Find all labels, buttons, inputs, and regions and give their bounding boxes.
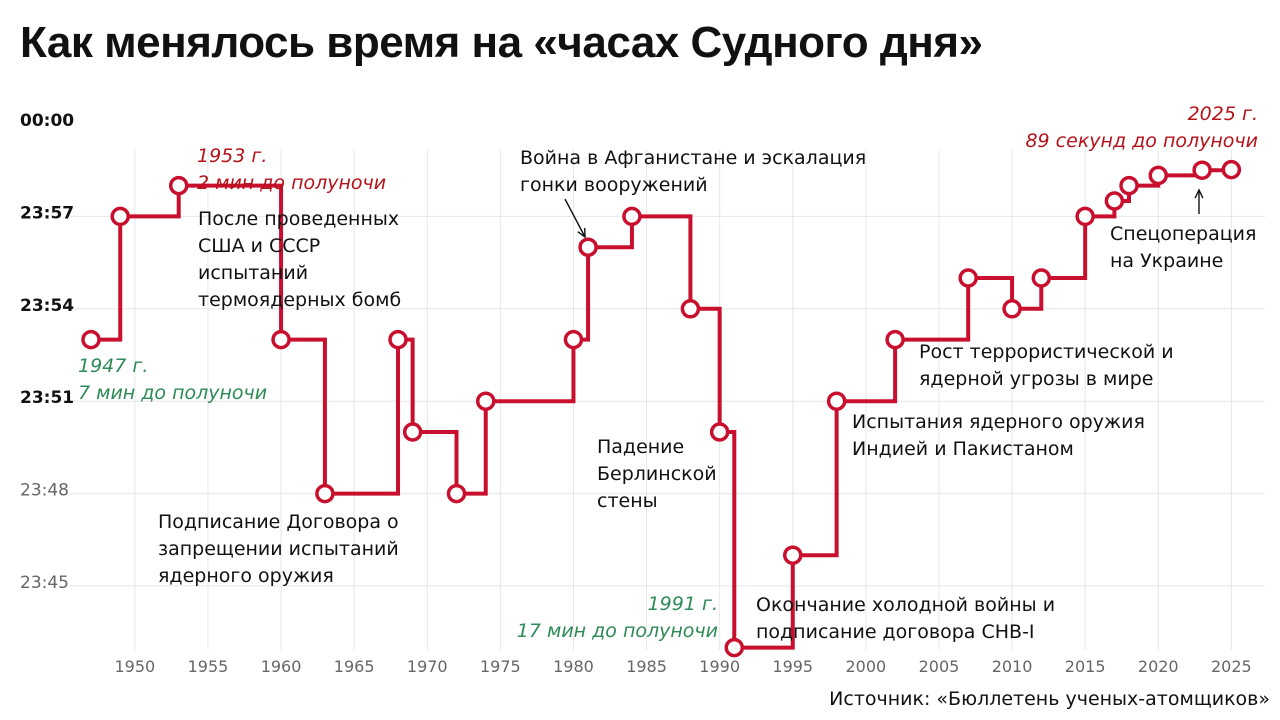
annotation-a1990: Падение Берлинской стены (597, 436, 717, 512)
data-point (1002, 299, 1022, 319)
x-tick-label: 1955 (188, 657, 229, 676)
data-points (81, 159, 1242, 658)
highlight-h1991: 1991 г. 17 мин до полуночи (517, 593, 718, 642)
x-tick-label: 1975 (480, 657, 521, 676)
arrow-afghanistan-head (577, 227, 586, 239)
highlight-labels: 1947 г. 7 мин до полуночи 1953 г. 2 мин до … (78, 103, 1258, 642)
x-tick-label: 2025 (1211, 657, 1252, 676)
data-point (1075, 206, 1095, 227)
x-axis-tick-labels: 1950 1955 1960 1965 1970 1975 1980 1985 1990 1995… (115, 657, 1252, 676)
chart-title: Как менялось время на «часах Судного дня… (20, 18, 983, 67)
data-point (1031, 268, 1052, 288)
x-tick-label: 1960 (261, 657, 302, 676)
data-point (958, 268, 978, 288)
x-tick-label: 2000 (846, 657, 887, 676)
y-tick-label: 23:54 (20, 296, 74, 316)
data-point (724, 637, 745, 658)
arrow-ukraine-head (1194, 188, 1204, 199)
data-point (563, 329, 584, 350)
data-point (578, 237, 598, 257)
data-point (388, 329, 408, 350)
data-point (1119, 175, 1139, 196)
annotation-a2022: Спецоперация на Украине (1110, 223, 1256, 272)
event-annotations: После проведенных США и СССР испытаний терм… (158, 147, 1256, 643)
annotation-a1998: Испытания ядерного оружия Индией и Пакист… (852, 411, 1145, 460)
data-point (110, 206, 130, 227)
highlight-h1947: 1947 г. 7 мин до полуночи (78, 355, 267, 404)
annotation-a1963: Подписание Договора о запрещении испытани… (158, 511, 399, 587)
highlight-h2025: 2025 г. 89 секунд до полуночи (1025, 103, 1258, 152)
data-point (81, 329, 101, 350)
x-tick-label: 2005 (919, 657, 960, 676)
data-point (826, 391, 847, 411)
data-point (1104, 191, 1125, 211)
y-tick-label: 23:48 (20, 481, 69, 501)
data-point (680, 299, 701, 319)
y-tick-label: 23:45 (20, 573, 69, 593)
data-point (1192, 160, 1212, 180)
data-point (446, 483, 467, 504)
y-tick-label: 23:57 (20, 203, 74, 223)
data-point (402, 422, 423, 442)
annotation-a1991: Окончание холодной войны и подписание дог… (756, 594, 1055, 643)
data-point (783, 545, 803, 565)
highlight-h1953: 1953 г. 2 мин до полуночи (197, 145, 386, 194)
x-tick-label: 2010 (992, 657, 1033, 676)
x-tick-label: 2015 (1065, 657, 1106, 676)
data-point (1221, 159, 1242, 180)
data-point (709, 422, 730, 442)
y-tick-label: 00:00 (20, 111, 74, 131)
x-tick-label: 1985 (626, 657, 667, 676)
annotation-a2002: Рост террористической и ядерной угрозы в … (919, 341, 1174, 390)
y-axis-tick-labels: 00:00 23:57 23:54 23:51 23:48 23:45 (20, 111, 74, 593)
arrow-afghanistan (564, 198, 586, 238)
data-point (622, 206, 642, 227)
x-tick-label: 1965 (334, 657, 375, 676)
annotation-arrows (564, 188, 1204, 239)
x-tick-label: 1995 (772, 657, 813, 676)
x-tick-label: 1980 (553, 657, 594, 676)
x-tick-label: 2020 (1138, 657, 1179, 676)
source-note: Источник: «Бюллетень ученых-атомщиков» (829, 688, 1270, 710)
data-point (315, 483, 335, 504)
data-point (168, 175, 189, 196)
x-tick-label: 1950 (115, 657, 156, 676)
y-tick-label: 23:51 (20, 388, 74, 408)
data-point (1148, 165, 1169, 186)
data-point (885, 329, 905, 350)
annotation-a1953: После проведенных США и СССР испытаний терм… (198, 208, 401, 311)
x-tick-label: 1990 (699, 657, 740, 676)
data-point (271, 329, 291, 350)
annotation-a1981: Война в Афганистане и эскалация гонки воо… (520, 147, 866, 196)
data-point (475, 391, 496, 411)
x-tick-label: 1970 (407, 657, 448, 676)
